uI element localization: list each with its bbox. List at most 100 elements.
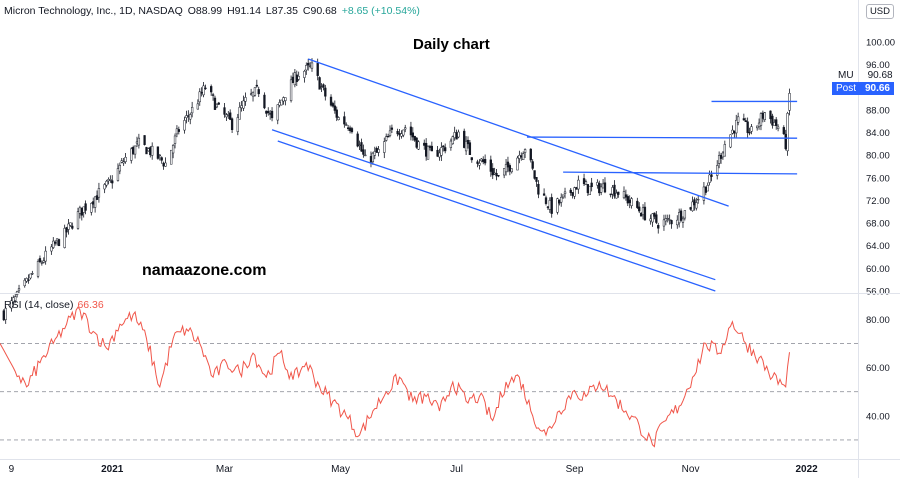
candle-body	[25, 278, 28, 282]
candle-body	[729, 134, 732, 148]
candle-body	[44, 250, 47, 262]
candle-body	[388, 130, 392, 136]
candle-body	[364, 154, 367, 157]
candle-body	[588, 185, 591, 196]
candle-body	[560, 196, 563, 203]
candle-body	[491, 168, 494, 176]
candle-body	[666, 217, 669, 220]
candle-body	[609, 193, 612, 196]
candle-body	[653, 212, 656, 217]
candle-body	[440, 147, 443, 156]
candle-body	[628, 199, 631, 203]
candle-body	[369, 156, 373, 163]
candle-body	[449, 140, 453, 148]
candle-body	[689, 207, 692, 210]
time-tick-label: 9	[9, 464, 15, 475]
candle-body	[151, 145, 154, 156]
currency-badge[interactable]: USD	[865, 4, 894, 19]
candle-body	[464, 141, 468, 152]
candle-body	[255, 84, 258, 87]
candle-body	[67, 223, 70, 230]
candle-body	[267, 111, 270, 113]
candle-body	[769, 110, 772, 120]
candle-body	[82, 206, 85, 213]
candle-body	[444, 147, 447, 152]
candle-body	[582, 178, 586, 185]
candle-body	[773, 122, 776, 126]
candle-body	[238, 106, 241, 120]
candle-body	[409, 126, 413, 136]
candle-body	[270, 110, 274, 119]
candle-body	[733, 130, 736, 134]
candle-body	[329, 96, 333, 106]
candle-body	[600, 186, 603, 193]
candle-body	[236, 117, 239, 132]
candle-body	[617, 191, 620, 195]
candle-body	[413, 135, 416, 141]
candle-body	[362, 149, 365, 155]
candle-body	[731, 129, 734, 134]
candle-body	[373, 151, 376, 156]
candle-body	[683, 210, 687, 219]
candle-body	[678, 212, 681, 224]
candle-body	[293, 72, 297, 86]
candle-body	[630, 198, 633, 206]
candle-body	[590, 182, 593, 188]
candle-body	[38, 258, 42, 263]
descending-channel-bottom	[277, 140, 716, 292]
price-tick-label: 100.00	[866, 38, 895, 49]
candle-body	[556, 198, 559, 213]
candle-body	[2, 310, 5, 321]
candle-body	[426, 146, 430, 160]
candle-body	[111, 180, 114, 184]
candle-body	[537, 183, 540, 195]
candle-body	[489, 159, 492, 172]
candle-body	[122, 161, 125, 164]
candle-body	[744, 120, 747, 123]
candle-body	[668, 219, 671, 221]
candle-body	[756, 125, 759, 129]
rsi-axis: 40.00 60.00 80.00	[866, 315, 890, 423]
candle-body	[638, 206, 641, 212]
candle-body	[468, 142, 472, 155]
candle-body	[118, 165, 122, 172]
candle-body	[716, 165, 719, 176]
candle-body	[162, 162, 165, 167]
candle-body	[702, 186, 706, 201]
symbol-name[interactable]: Micron Technology, Inc., 1D, NASDAQ	[4, 5, 183, 17]
candle-body	[573, 187, 576, 197]
candle-body	[651, 213, 654, 223]
candle-body	[160, 157, 163, 161]
candle-body	[533, 170, 536, 179]
candle-body	[93, 196, 97, 208]
candle-body	[305, 65, 308, 71]
price-tick-label: 80.00	[866, 151, 890, 162]
candle-body	[358, 144, 361, 146]
candle-body	[531, 161, 534, 169]
candle-body	[149, 147, 152, 156]
candle-body	[14, 296, 17, 301]
candle-body	[265, 110, 268, 114]
candle-body	[596, 182, 599, 186]
candle-body	[308, 65, 312, 67]
open-value: O88.99	[187, 5, 223, 17]
candle-body	[504, 164, 508, 173]
candle-body	[217, 102, 220, 105]
candle-body	[371, 152, 375, 163]
candle-body	[483, 159, 487, 164]
candle-body	[198, 91, 201, 103]
candle-body	[316, 62, 319, 76]
candle-body	[15, 291, 19, 295]
candle-body	[761, 112, 765, 119]
price-tick-label: 72.00	[866, 196, 890, 207]
rsi-legend[interactable]: RSI (14, close) 66.36	[4, 299, 104, 311]
candle-body	[200, 91, 203, 94]
time-tick-label: Sep	[566, 464, 584, 475]
candle-body	[23, 279, 26, 287]
candle-body	[615, 192, 618, 199]
resistance-middle	[526, 136, 798, 139]
candle-body	[164, 162, 167, 167]
candle-body	[390, 127, 394, 130]
candle-body	[708, 174, 711, 183]
candle-body	[350, 128, 354, 133]
